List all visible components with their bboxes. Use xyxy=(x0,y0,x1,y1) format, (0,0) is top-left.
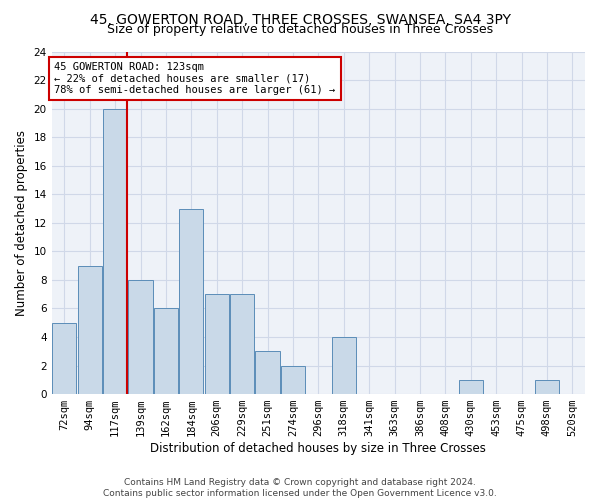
Bar xyxy=(52,322,76,394)
Bar xyxy=(332,337,356,394)
Text: 45 GOWERTON ROAD: 123sqm
← 22% of detached houses are smaller (17)
78% of semi-d: 45 GOWERTON ROAD: 123sqm ← 22% of detach… xyxy=(55,62,335,95)
Bar xyxy=(281,366,305,394)
Bar xyxy=(256,352,280,394)
Text: 45, GOWERTON ROAD, THREE CROSSES, SWANSEA, SA4 3PY: 45, GOWERTON ROAD, THREE CROSSES, SWANSE… xyxy=(89,12,511,26)
X-axis label: Distribution of detached houses by size in Three Crosses: Distribution of detached houses by size … xyxy=(151,442,486,455)
Bar xyxy=(205,294,229,394)
Bar xyxy=(230,294,254,394)
Bar xyxy=(154,308,178,394)
Y-axis label: Number of detached properties: Number of detached properties xyxy=(15,130,28,316)
Bar xyxy=(77,266,102,394)
Bar xyxy=(458,380,483,394)
Text: Size of property relative to detached houses in Three Crosses: Size of property relative to detached ho… xyxy=(107,22,493,36)
Bar xyxy=(103,108,127,394)
Bar xyxy=(179,208,203,394)
Text: Contains HM Land Registry data © Crown copyright and database right 2024.
Contai: Contains HM Land Registry data © Crown c… xyxy=(103,478,497,498)
Bar xyxy=(128,280,152,394)
Bar xyxy=(535,380,559,394)
